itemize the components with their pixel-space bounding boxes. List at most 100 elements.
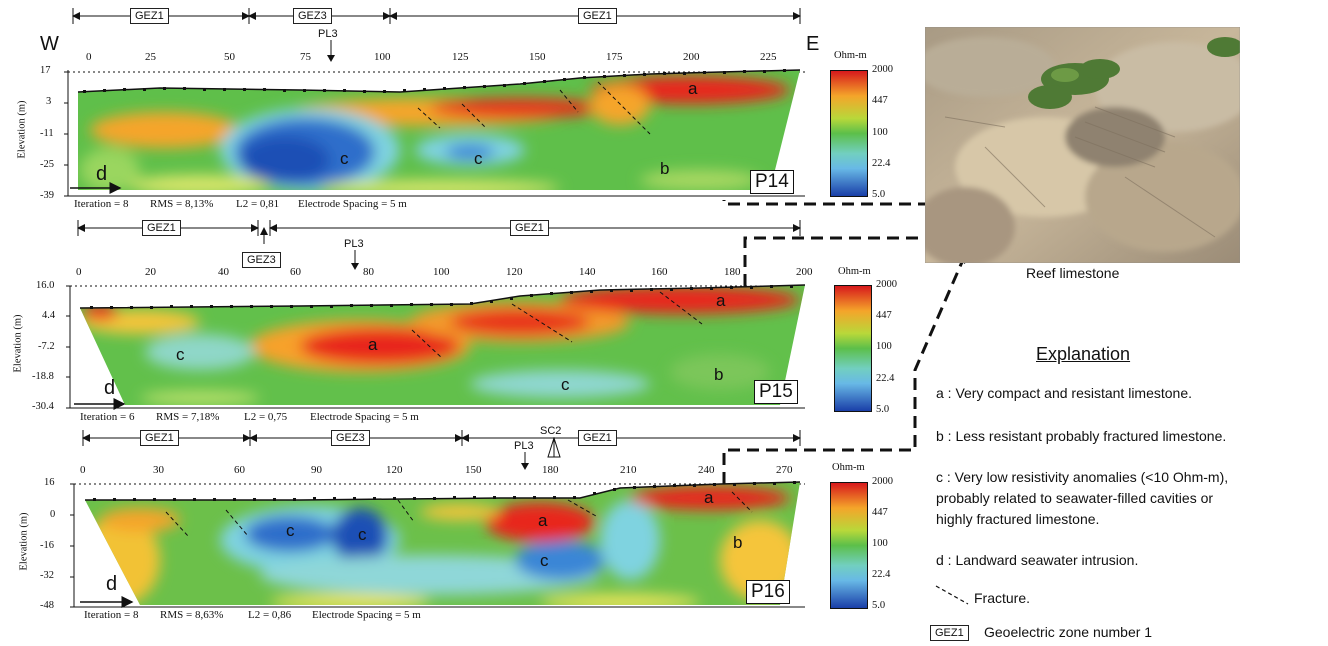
p16-cb-tick: 5.0 xyxy=(872,600,886,611)
p16-ytick: -16 xyxy=(40,540,54,551)
p15-profile-label: P15 xyxy=(754,380,798,404)
p16-xtick: 270 xyxy=(776,464,793,476)
p15-rms: RMS = 7,18% xyxy=(156,411,220,423)
p16-spacing: Electrode Spacing = 5 m xyxy=(312,609,421,621)
p14-l2: L2 = 0,81 xyxy=(236,198,280,210)
p14-resistivity-section xyxy=(64,69,805,197)
p14-zone-1: GEZ1 xyxy=(130,8,169,24)
p16-electrodes xyxy=(93,481,796,501)
p15-anomaly-a2: a xyxy=(368,335,378,354)
p16-zone-bar xyxy=(82,430,801,446)
p16-l2: L2 = 0,86 xyxy=(248,609,292,621)
p16-cb-tick: 2000 xyxy=(872,476,893,487)
p14-xtick: 125 xyxy=(452,51,469,63)
p14-colorbar-unit: Ohm-m xyxy=(834,50,867,61)
p15-cb-tick: 2000 xyxy=(876,279,897,290)
p14-cb-tick: 22.4 xyxy=(872,158,891,169)
p14-pl3-arrow xyxy=(327,40,335,62)
p16-xtick: 180 xyxy=(542,464,559,476)
p16-cb-tick: 22.4 xyxy=(872,569,891,580)
p15-cb-tick: 5.0 xyxy=(876,404,890,415)
p15-ytick: -7.2 xyxy=(38,341,55,352)
p14-xtick: 0 xyxy=(86,51,92,63)
p14-anomaly-c2: c xyxy=(474,149,483,168)
p14-pl3-label: PL3 xyxy=(318,28,338,40)
explanation-b: b : Less resistant probably fractured li… xyxy=(936,428,1227,444)
p15-pl3-label: PL3 xyxy=(344,238,364,250)
p14-cb-tick: 100 xyxy=(872,127,888,138)
p16-ytick: -48 xyxy=(40,600,54,611)
p15-ytick: 16.0 xyxy=(36,280,55,291)
p16-xtick: 210 xyxy=(620,464,637,476)
p15-cb-tick: 447 xyxy=(876,310,892,321)
p14-xtick: 75 xyxy=(300,51,311,63)
p14-xtick: 225 xyxy=(760,51,777,63)
p15-anomaly-a1: a xyxy=(716,291,726,310)
p16-cb-tick: 447 xyxy=(872,507,888,518)
p16-xtick: 60 xyxy=(234,464,245,476)
p16-xtick: 150 xyxy=(465,464,482,476)
p16-xtick: 240 xyxy=(698,464,715,476)
legend-zone-text: Geoelectric zone number 1 xyxy=(984,624,1153,640)
p14-ytick: -11 xyxy=(40,128,54,139)
explanation-fracture: Fracture. xyxy=(974,590,1031,606)
p14-anomaly-c1: c xyxy=(340,149,349,168)
p14-electrodes xyxy=(83,69,786,93)
p16-anomaly-c2: c xyxy=(358,525,367,544)
explanation-c-line3: highly fractured limestone. xyxy=(936,511,1100,527)
east-label: E xyxy=(806,33,820,55)
p15-colorbar xyxy=(834,285,872,412)
explanation-a: a : Very compact and resistant limestone… xyxy=(936,385,1193,401)
p14-rms: RMS = 8,13% xyxy=(150,198,214,210)
p14-xtick: 50 xyxy=(224,51,235,63)
p16-anomaly-d: d xyxy=(106,573,118,595)
p14-xtick: 100 xyxy=(374,51,391,63)
p16-anomaly-c3: c xyxy=(540,551,549,570)
p15-l2: L2 = 0,75 xyxy=(244,411,288,423)
p16-xtick: 120 xyxy=(386,464,403,476)
p15-zone-bar xyxy=(77,220,801,244)
p16-profile-label: P16 xyxy=(746,580,790,604)
p16-sc2-marker-icon xyxy=(547,437,561,458)
p16-anomaly-a2: a xyxy=(704,488,714,507)
p15-colorbar-unit: Ohm-m xyxy=(838,266,871,277)
legend-zone-box: GEZ1 xyxy=(930,625,969,641)
p14-anomaly-d: d xyxy=(96,163,108,185)
p15-zone-1: GEZ1 xyxy=(142,220,181,236)
p14-ytick: 3 xyxy=(46,96,52,107)
p15-spacing: Electrode Spacing = 5 m xyxy=(310,411,419,423)
p14-ytick: -25 xyxy=(40,159,54,170)
p15-anomaly-b: b xyxy=(714,365,724,384)
p14-xtick: 150 xyxy=(529,51,546,63)
p15-cb-tick: 100 xyxy=(876,341,892,352)
p16-colorbar xyxy=(830,482,868,609)
fracture-legend-icon xyxy=(935,585,969,605)
p16-iteration: Iteration = 8 xyxy=(84,609,139,621)
p14-anomaly-a: a xyxy=(688,79,698,98)
west-label: W xyxy=(40,33,59,55)
p15-xtick: 160 xyxy=(651,266,668,278)
p15-ytick: -18.8 xyxy=(32,371,54,382)
p14-spacing: Electrode Spacing = 5 m xyxy=(298,198,407,210)
p14-cb-tick: 447 xyxy=(872,95,888,106)
p16-pl3-arrow xyxy=(521,452,529,470)
p14-cb-tick: 2000 xyxy=(872,64,893,75)
p16-ytick: -32 xyxy=(40,570,54,581)
p15-xtick: 20 xyxy=(145,266,156,278)
p15-xtick: 200 xyxy=(796,266,813,278)
p14-zone-2: GEZ3 xyxy=(293,8,332,24)
p16-resistivity-section xyxy=(70,481,805,608)
p16-ytick: 16 xyxy=(44,477,55,488)
p15-pl3-arrow xyxy=(351,250,359,270)
p15-xtick: 0 xyxy=(76,266,82,278)
p14-xtick: 25 xyxy=(145,51,156,63)
p14-ytick: 17 xyxy=(40,65,51,76)
p16-zone-2: GEZ3 xyxy=(331,430,370,446)
p15-xtick: 120 xyxy=(506,266,523,278)
p16-pl3-label: PL3 xyxy=(514,440,534,452)
p15-xtick: 100 xyxy=(433,266,450,278)
p15-zone-2: GEZ3 xyxy=(242,252,281,268)
p14-profile-label: P14 xyxy=(750,170,794,194)
p16-zone-3: GEZ1 xyxy=(578,430,617,446)
p15-anomaly-c1: c xyxy=(176,345,185,364)
